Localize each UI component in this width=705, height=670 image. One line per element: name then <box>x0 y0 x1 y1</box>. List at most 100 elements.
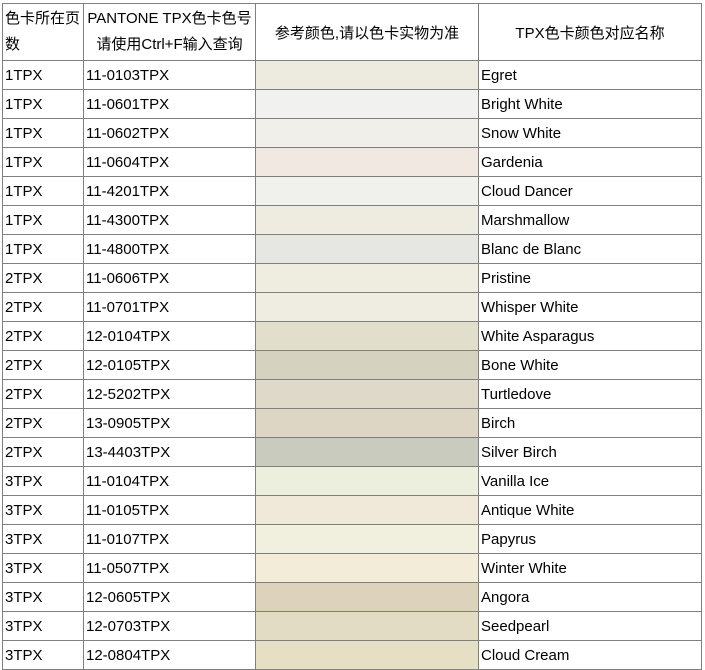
page-cell: 3TPX <box>2 553 84 583</box>
code-cell: 12-0605TPX <box>83 582 256 612</box>
table-row: 1TPX 11-0602TPX Snow White <box>2 118 702 148</box>
color-swatch <box>255 205 479 235</box>
page-cell: 2TPX <box>2 321 84 351</box>
table-row: 2TPX 12-5202TPX Turtledove <box>2 379 702 409</box>
code-cell: 12-0104TPX <box>83 321 256 351</box>
table-row: 2TPX 13-4403TPX Silver Birch <box>2 437 702 467</box>
name-cell: Blanc de Blanc <box>478 234 702 264</box>
page-cell: 1TPX <box>2 147 84 177</box>
code-cell: 12-5202TPX <box>83 379 256 409</box>
table-row: 1TPX 11-0103TPX Egret <box>2 60 702 90</box>
table-row: 2TPX 12-0104TPX White Asparagus <box>2 321 702 351</box>
table-row: 3TPX 12-0703TPX Seedpearl <box>2 611 702 641</box>
name-cell: Cloud Dancer <box>478 176 702 206</box>
table-row: 1TPX 11-0601TPX Bright White <box>2 89 702 119</box>
code-cell: 11-4201TPX <box>83 176 256 206</box>
name-cell: Papyrus <box>478 524 702 554</box>
color-swatch <box>255 234 479 264</box>
table-row: 2TPX 12-0105TPX Bone White <box>2 350 702 380</box>
code-cell: 11-0701TPX <box>83 292 256 322</box>
name-cell: Silver Birch <box>478 437 702 467</box>
header-row: 色卡所在页数 PANTONE TPX色卡色号 请使用Ctrl+F输入查询 参考颜… <box>2 3 702 61</box>
name-cell: Birch <box>478 408 702 438</box>
color-swatch <box>255 553 479 583</box>
name-cell: Marshmallow <box>478 205 702 235</box>
page-cell: 1TPX <box>2 205 84 235</box>
code-cell: 11-0103TPX <box>83 60 256 90</box>
color-swatch <box>255 60 479 90</box>
color-swatch <box>255 495 479 525</box>
page-cell: 1TPX <box>2 234 84 264</box>
header-code-line1: PANTONE TPX色卡色号 <box>87 10 252 27</box>
code-cell: 11-0602TPX <box>83 118 256 148</box>
page-cell: 3TPX <box>2 495 84 525</box>
color-table-body: 1TPX 11-0103TPX Egret 1TPX 11-0601TPX Bright … <box>2 60 702 670</box>
color-swatch <box>255 582 479 612</box>
table-row: 2TPX 11-0606TPX Pristine <box>2 263 702 293</box>
name-cell: Gardenia <box>478 147 702 177</box>
table-row: 1TPX 11-0604TPX Gardenia <box>2 147 702 177</box>
code-cell: 12-0703TPX <box>83 611 256 641</box>
table-row: 2TPX 13-0905TPX Birch <box>2 408 702 438</box>
table-row: 3TPX 11-0104TPX Vanilla Ice <box>2 466 702 496</box>
name-cell: Snow White <box>478 118 702 148</box>
code-cell: 11-0107TPX <box>83 524 256 554</box>
page-cell: 2TPX <box>2 263 84 293</box>
table-row: 3TPX 11-0105TPX Antique White <box>2 495 702 525</box>
name-cell: Whisper White <box>478 292 702 322</box>
table-row: 3TPX 12-0804TPX Cloud Cream <box>2 640 702 670</box>
code-cell: 12-0804TPX <box>83 640 256 670</box>
table-row: 3TPX 12-0605TPX Angora <box>2 582 702 612</box>
page-cell: 2TPX <box>2 408 84 438</box>
pantone-tpx-table-container: 色卡所在页数 PANTONE TPX色卡色号 请使用Ctrl+F输入查询 参考颜… <box>2 3 702 670</box>
name-cell: Seedpearl <box>478 611 702 641</box>
code-cell: 12-0105TPX <box>83 350 256 380</box>
color-swatch <box>255 263 479 293</box>
name-cell: Winter White <box>478 553 702 583</box>
code-cell: 11-4300TPX <box>83 205 256 235</box>
color-swatch <box>255 437 479 467</box>
color-swatch <box>255 321 479 351</box>
header-name-column: TPX色卡颜色对应名称 <box>478 3 702 61</box>
table-row: 1TPX 11-4800TPX Blanc de Blanc <box>2 234 702 264</box>
table-row: 1TPX 11-4300TPX Marshmallow <box>2 205 702 235</box>
page-cell: 1TPX <box>2 89 84 119</box>
name-cell: Pristine <box>478 263 702 293</box>
color-swatch <box>255 466 479 496</box>
name-cell: Bright White <box>478 89 702 119</box>
header-page-column: 色卡所在页数 <box>2 3 84 61</box>
name-cell: Bone White <box>478 350 702 380</box>
color-swatch <box>255 350 479 380</box>
color-swatch <box>255 640 479 670</box>
page-cell: 1TPX <box>2 60 84 90</box>
code-cell: 11-0105TPX <box>83 495 256 525</box>
code-cell: 13-4403TPX <box>83 437 256 467</box>
code-cell: 11-0104TPX <box>83 466 256 496</box>
page-cell: 1TPX <box>2 118 84 148</box>
pantone-tpx-color-table: 色卡所在页数 PANTONE TPX色卡色号 请使用Ctrl+F输入查询 参考颜… <box>2 3 702 670</box>
name-cell: Vanilla Ice <box>478 466 702 496</box>
page-cell: 3TPX <box>2 640 84 670</box>
table-row: 3TPX 11-0107TPX Papyrus <box>2 524 702 554</box>
header-code-column: PANTONE TPX色卡色号 请使用Ctrl+F输入查询 <box>83 3 256 61</box>
color-swatch <box>255 147 479 177</box>
table-row: 1TPX 11-4201TPX Cloud Dancer <box>2 176 702 206</box>
header-code-line2: 请使用Ctrl+F输入查询 <box>96 36 243 53</box>
code-cell: 11-4800TPX <box>83 234 256 264</box>
code-cell: 11-0601TPX <box>83 89 256 119</box>
color-swatch <box>255 89 479 119</box>
page-cell: 2TPX <box>2 437 84 467</box>
name-cell: Antique White <box>478 495 702 525</box>
color-swatch <box>255 379 479 409</box>
page-cell: 2TPX <box>2 350 84 380</box>
page-cell: 3TPX <box>2 524 84 554</box>
color-swatch <box>255 408 479 438</box>
table-row: 2TPX 11-0701TPX Whisper White <box>2 292 702 322</box>
header-swatch-column: 参考颜色,请以色卡实物为准 <box>255 3 479 61</box>
page-cell: 3TPX <box>2 466 84 496</box>
page-cell: 1TPX <box>2 176 84 206</box>
page-cell: 2TPX <box>2 292 84 322</box>
code-cell: 11-0604TPX <box>83 147 256 177</box>
name-cell: Angora <box>478 582 702 612</box>
color-swatch <box>255 176 479 206</box>
